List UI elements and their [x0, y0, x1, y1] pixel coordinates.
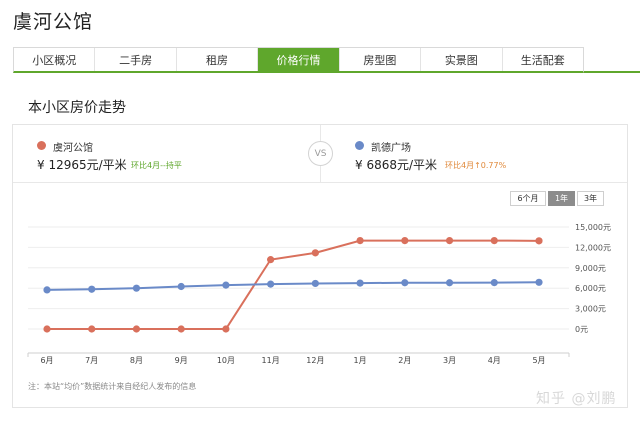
data-point	[132, 284, 141, 292]
data-point	[356, 279, 364, 287]
data-point	[177, 325, 185, 333]
legend-dot-right	[355, 141, 364, 150]
legend-dot-left	[37, 141, 46, 150]
x-tick-label: 6月	[40, 356, 53, 365]
x-tick-label: 3月	[443, 356, 456, 365]
y-tick-label: 6,000元	[575, 284, 606, 293]
tab-floor-plans[interactable]: 房型图	[340, 48, 422, 71]
data-point	[177, 282, 185, 291]
data-point	[535, 237, 543, 245]
compare-left-change: 环比4月--持平	[131, 161, 182, 170]
compare-left-name: 虞河公馆	[53, 143, 93, 154]
y-tick-label: 12,000元	[575, 243, 611, 252]
tab-bar: 小区概况 二手房 租房 价格行情 房型图 实景图 生活配套	[13, 47, 584, 73]
x-tick-label: 5月	[532, 356, 545, 365]
data-point	[401, 237, 409, 245]
range-3-years[interactable]: 3年	[577, 191, 604, 206]
data-point	[490, 279, 498, 287]
tab-bar-underline	[584, 47, 640, 73]
tab-photos[interactable]: 实景图	[421, 48, 503, 71]
data-point	[222, 281, 230, 289]
compare-left: 虞河公馆 ¥ 12965元/平米 环比4月--持平	[13, 125, 320, 182]
x-tick-label: 12月	[306, 356, 324, 365]
data-point	[535, 278, 543, 286]
tab-amenities[interactable]: 生活配套	[520, 53, 565, 67]
data-point	[401, 279, 409, 287]
data-point	[88, 325, 96, 333]
page-title: 虞河公馆	[13, 11, 94, 33]
price-trend-chart: 15,000元 12,000元 9,000元 6,000元 3,000元 0元 6月 7月 8…	[27, 223, 611, 365]
data-point	[490, 237, 498, 245]
data-point	[445, 237, 454, 245]
x-tick-label: 1月	[354, 356, 367, 365]
tab-rental[interactable]: 租房	[177, 48, 259, 71]
series-line-1	[47, 239, 540, 330]
vs-badge: VS	[308, 141, 333, 166]
data-point	[43, 286, 51, 294]
y-tick-label: 0元	[575, 325, 588, 334]
price-panel: 虞河公馆 ¥ 12965元/平米 环比4月--持平 凯德广场 ¥ 6868元/平…	[12, 124, 628, 408]
data-point	[445, 279, 454, 287]
x-tick-label: 9月	[175, 356, 188, 365]
tab-price-trend[interactable]: 价格行情	[258, 48, 340, 71]
section-title: 本小区房价走势	[28, 100, 126, 116]
data-point	[88, 285, 96, 293]
footnote: 注：本站“均价”数据统计来自经纪人发布的信息	[28, 382, 197, 391]
x-tick-label: 4月	[488, 356, 501, 365]
tab-second-hand[interactable]: 二手房	[95, 48, 177, 71]
x-tick-label: 11月	[262, 356, 280, 365]
tab-community-overview[interactable]: 小区概况	[14, 48, 96, 71]
data-point	[222, 325, 230, 333]
compare-right-price: ¥ 6868元/平米	[355, 158, 438, 172]
range-1-year[interactable]: 1年	[548, 191, 575, 206]
data-point	[311, 249, 319, 257]
x-tick-label: 2月	[398, 356, 411, 365]
x-tick-label: 7月	[85, 356, 98, 365]
x-tick-label: 8月	[130, 356, 143, 365]
data-point	[267, 280, 275, 288]
watermark: 知乎 @刘鹏	[536, 391, 617, 407]
compare-right-name: 凯德广场	[371, 143, 411, 154]
data-point	[311, 279, 319, 288]
series-line-2	[46, 281, 540, 291]
range-6-months[interactable]: 6个月	[510, 191, 546, 206]
compare-bar: 虞河公馆 ¥ 12965元/平米 环比4月--持平 凯德广场 ¥ 6868元/平…	[13, 125, 627, 183]
data-point	[356, 237, 364, 245]
compare-right-change: 环比4月↑0.77%	[445, 161, 507, 170]
data-point	[43, 325, 51, 333]
data-point	[267, 256, 275, 264]
y-tick-label: 9,000元	[575, 264, 606, 273]
y-tick-label: 3,000元	[575, 305, 606, 314]
x-tick-label: 10月	[217, 356, 235, 365]
compare-left-price: ¥ 12965元/平米	[37, 158, 127, 172]
data-point	[132, 325, 141, 333]
y-tick-label: 15,000元	[575, 223, 611, 232]
